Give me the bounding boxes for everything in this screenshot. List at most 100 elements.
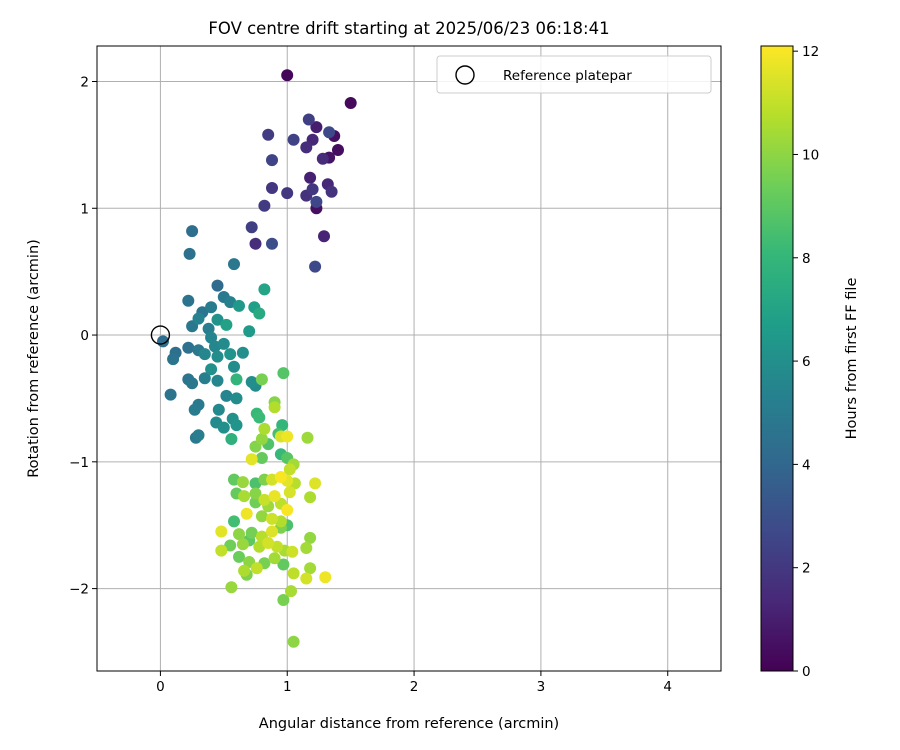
data-point xyxy=(287,635,300,648)
data-point xyxy=(266,525,278,538)
data-point xyxy=(236,476,249,489)
colorbar-ticks: 0 2 4 6 8 10 12 xyxy=(793,44,819,680)
data-point xyxy=(268,552,281,565)
colorbar-tick-label: 4 xyxy=(802,457,811,473)
x-tick-label: 3 xyxy=(537,679,546,695)
data-point xyxy=(186,225,199,238)
colorbar-tick-label: 2 xyxy=(802,561,811,577)
data-point xyxy=(205,363,218,376)
data-point xyxy=(258,493,271,506)
colorbar-label: Hours from first FF file xyxy=(844,278,860,440)
data-point xyxy=(287,133,300,146)
x-axis-label: Angular distance from reference (arcmin) xyxy=(259,716,559,732)
data-point xyxy=(258,283,271,296)
data-point xyxy=(245,526,258,539)
data-point xyxy=(225,581,238,594)
data-point xyxy=(228,360,240,373)
data-point xyxy=(186,377,199,390)
colorbar-tick-label: 10 xyxy=(802,147,819,163)
data-point xyxy=(309,260,322,273)
data-point xyxy=(220,318,233,331)
data-point xyxy=(255,433,268,445)
data-point xyxy=(281,187,294,200)
data-point xyxy=(310,121,323,134)
data-point xyxy=(224,539,237,552)
data-point xyxy=(306,183,319,196)
y-tick-label: 2 xyxy=(80,74,89,90)
legend-label: Reference platepar xyxy=(503,68,632,84)
colorbar-tick-label: 8 xyxy=(802,251,811,267)
data-point xyxy=(167,353,180,366)
data-point xyxy=(300,572,313,585)
data-point xyxy=(164,388,177,401)
data-point xyxy=(319,571,332,584)
data-point xyxy=(268,401,281,414)
data-point xyxy=(228,258,240,271)
data-point xyxy=(304,491,317,504)
data-point xyxy=(253,411,266,424)
colorbar-tick-label: 12 xyxy=(802,44,819,60)
chart-title: FOV centre drift starting at 2025/06/23 … xyxy=(208,19,609,38)
data-point xyxy=(318,230,330,243)
data-point xyxy=(323,126,336,139)
data-point xyxy=(277,558,290,571)
data-point xyxy=(217,421,230,434)
data-point xyxy=(215,525,228,538)
data-point xyxy=(274,471,287,483)
data-point xyxy=(286,545,299,558)
data-point xyxy=(316,152,329,165)
data-point xyxy=(255,452,268,464)
legend: Reference platepar xyxy=(436,55,712,94)
data-point xyxy=(332,144,344,156)
data-point xyxy=(192,429,205,442)
data-point xyxy=(309,477,322,490)
data-point xyxy=(224,348,237,361)
data-point xyxy=(198,372,211,385)
data-point xyxy=(300,141,313,154)
plot-frame xyxy=(96,45,722,672)
data-point xyxy=(230,373,243,386)
data-point xyxy=(236,346,249,359)
data-point xyxy=(304,531,317,544)
data-point xyxy=(238,564,251,577)
data-point xyxy=(238,490,251,503)
axis-ticks: 0 1 2 3 4 −2 −1 0 1 2 xyxy=(69,74,672,695)
data-point xyxy=(250,562,263,575)
data-point xyxy=(281,504,294,516)
data-point xyxy=(205,301,218,314)
data-point xyxy=(192,312,205,325)
data-point xyxy=(245,221,258,234)
data-point xyxy=(255,510,268,523)
data-point xyxy=(245,376,258,388)
data-point xyxy=(225,433,238,445)
colorbar-tick-label: 6 xyxy=(802,354,811,370)
data-point xyxy=(302,113,315,126)
data-point xyxy=(240,507,253,520)
data-point xyxy=(277,594,290,606)
data-point xyxy=(198,348,211,361)
data-point xyxy=(233,299,245,312)
data-point xyxy=(236,538,249,551)
data-point xyxy=(325,185,338,198)
data-point xyxy=(281,69,294,82)
data-point xyxy=(188,403,201,416)
data-point xyxy=(300,542,313,554)
data-point xyxy=(304,562,317,575)
data-point xyxy=(287,567,300,580)
data-point xyxy=(249,237,262,250)
colorbar-tick-label: 0 xyxy=(802,664,811,680)
data-point xyxy=(266,512,278,525)
data-point xyxy=(255,373,268,386)
data-point xyxy=(258,422,271,435)
data-point xyxy=(217,337,230,350)
data-point xyxy=(253,307,266,320)
x-tick-label: 4 xyxy=(663,679,672,695)
data-point xyxy=(344,97,357,109)
y-tick-label: 1 xyxy=(80,201,89,217)
data-point xyxy=(258,199,271,212)
data-point xyxy=(211,313,224,326)
data-point xyxy=(268,490,281,503)
data-point xyxy=(249,487,262,500)
data-point xyxy=(183,247,196,260)
